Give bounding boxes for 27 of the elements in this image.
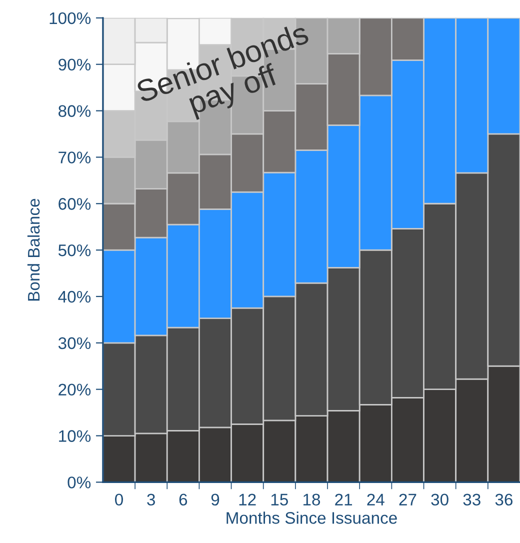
x-tick-label: 9 [211,494,220,506]
y-tick-label: 70% [58,152,91,164]
y-tick-label: 30% [58,337,91,350]
x-tick-label: 21 [335,494,352,506]
y-tick-label: 90% [58,58,91,71]
x-tick-label: 27 [399,494,416,506]
y-tick-label: 10% [59,430,91,442]
x-tick-label: 6 [179,494,188,506]
y-tick-label: 100% [50,12,91,24]
x-tick-label: 24 [367,494,384,506]
x-tick-label: 30 [431,494,448,506]
x-tick-label: 15 [271,494,288,506]
annotation: Senior bonds pay off [135,21,310,120]
y-axis-title: Bond Balance [27,198,40,301]
x-tick-label: 3 [147,494,155,506]
y-tick-label: 50% [58,244,91,256]
x-tick-label: 36 [495,494,512,506]
x-tick-label: 33 [463,494,480,506]
y-tick-label: 80% [58,105,91,117]
x-tick-label: 12 [239,494,256,506]
x-tick-label: 0 [115,494,123,506]
x-tick-label: 18 [303,494,320,506]
x-axis-title: Months Since Issuance [226,512,397,524]
y-tick-label: 20% [58,384,91,396]
y-tick-label: 40% [58,290,91,303]
y-tick-label: 60% [58,198,91,210]
y-tick-label: 0% [68,476,91,488]
